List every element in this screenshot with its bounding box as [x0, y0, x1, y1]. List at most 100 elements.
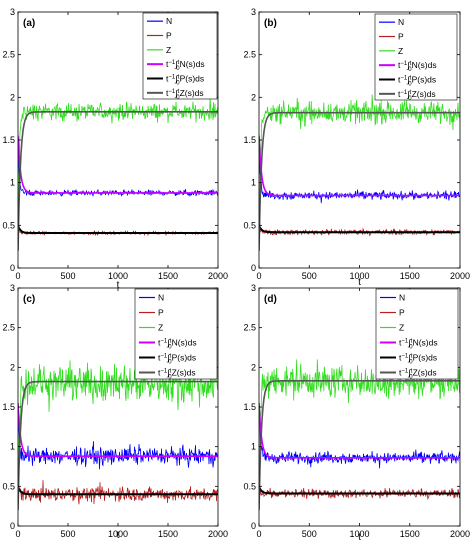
series-mean-z-line — [259, 380, 460, 511]
plot-area — [18, 345, 218, 511]
y-tick-label: 3 — [251, 7, 256, 17]
x-tick-label: 0 — [15, 271, 20, 281]
panel-d: 0 0.5 1 1.5 2 2.5 3 0 500 1000 1500 2000 t (d) NPZt−1∫… — [243, 283, 470, 543]
x-tick-label: 2000 — [450, 271, 470, 281]
y-tick-label: 3 — [251, 283, 256, 293]
y-tick-label: 0.5 — [2, 481, 15, 491]
legend-label: N — [398, 17, 404, 27]
legend-label: Z — [158, 323, 163, 333]
panel-c: 0 0.5 1 1.5 2 2.5 3 0 500 1000 1500 2000 t (c) NPZt−1∫… — [2, 283, 228, 541]
y-tick-label: 0.5 — [243, 220, 256, 230]
x-tick-label: 1000 — [108, 271, 128, 281]
x-tick-label: 500 — [302, 529, 317, 539]
y-tick-label: 3 — [10, 7, 15, 17]
legend-label: t−1∫t 0N(s)ds — [399, 338, 438, 351]
legend-label: P — [399, 308, 405, 318]
series-mean-p-line — [259, 485, 460, 495]
series-mean-n-line — [18, 135, 218, 194]
series-mean-n-line — [18, 402, 218, 457]
x-tick-label: 1500 — [400, 271, 420, 281]
y-tick-label: 0 — [10, 263, 15, 273]
plot-area — [259, 94, 460, 251]
panel-label: (b) — [264, 18, 277, 29]
y-tick-label: 2.5 — [243, 50, 256, 60]
series-z-line — [18, 345, 218, 511]
x-axis-label: t — [117, 280, 120, 291]
y-tick-label: 2.5 — [2, 323, 15, 333]
series-mean-n-line — [259, 135, 460, 197]
panel-label: (a) — [23, 18, 35, 29]
legend-label: t−1∫t 0N(s)ds — [166, 59, 205, 72]
series-mean-z-line — [259, 111, 460, 251]
legend-box — [142, 12, 218, 100]
legend-label: t−1∫t 0N(s)ds — [158, 338, 197, 351]
y-tick-label: 1 — [10, 442, 15, 452]
legend-label: t−1∫t 0N(s)ds — [398, 60, 437, 73]
legend-label: P — [398, 32, 404, 42]
x-axis-label: t — [117, 530, 120, 541]
series-mean-n-line — [259, 402, 460, 459]
legend-label: t−1∫t 0Z(s)ds — [398, 89, 436, 102]
y-tick-label: 0.5 — [243, 481, 256, 491]
legend-label: t−1∫t 0P(s)ds — [399, 353, 437, 366]
series-p-line — [18, 480, 218, 505]
x-tick-label: 1500 — [400, 529, 420, 539]
y-tick-label: 2.5 — [243, 323, 256, 333]
series-mean-z-line — [18, 111, 218, 251]
x-tick-label: 500 — [60, 529, 75, 539]
y-tick-label: 2.5 — [2, 50, 15, 60]
y-tick-label: 1 — [10, 178, 15, 188]
x-tick-label: 1000 — [349, 529, 369, 539]
legend-label: Z — [399, 323, 404, 333]
legend-box — [374, 13, 458, 101]
legend-label: P — [166, 31, 172, 41]
legend-label: Z — [166, 45, 171, 55]
plot-area — [18, 97, 218, 251]
legend-label: t−1∫t 0P(s)ds — [166, 74, 204, 87]
y-tick-label: 1 — [251, 442, 256, 452]
x-tick-label: 1000 — [108, 529, 128, 539]
legend-label: N — [158, 293, 164, 303]
legend-label: t−1∫t 0P(s)ds — [398, 75, 436, 88]
y-tick-label: 1.5 — [2, 135, 15, 145]
legend-label: P — [158, 308, 164, 318]
y-tick-label: 2 — [10, 92, 15, 102]
y-tick-label: 3 — [10, 283, 15, 293]
legend-label: t−1∫t 0Z(s)ds — [399, 368, 437, 381]
plot-area — [259, 357, 460, 511]
series-n-line — [259, 135, 460, 204]
legend-label: t−1∫t 0P(s)ds — [158, 353, 196, 366]
series-mean-p-line — [259, 224, 460, 234]
series-mean-p-line — [18, 224, 218, 234]
series-n-line — [18, 402, 218, 470]
x-tick-label: 2000 — [208, 529, 228, 539]
series-mean-z-line — [18, 380, 218, 511]
legend-label: N — [166, 16, 172, 26]
x-tick-label: 0 — [256, 529, 261, 539]
legend-box — [134, 288, 218, 380]
y-tick-label: 1 — [251, 178, 256, 188]
panel-label: (c) — [23, 294, 35, 305]
series-p-line — [259, 225, 460, 237]
legend-label: t−1∫t 0Z(s)ds — [166, 88, 204, 101]
y-tick-label: 0.5 — [2, 220, 15, 230]
x-tick-label: 2000 — [450, 529, 470, 539]
y-tick-label: 0 — [251, 521, 256, 531]
legend-label: Z — [398, 46, 403, 56]
x-tick-label: 1500 — [158, 529, 178, 539]
x-axis-label: t — [358, 277, 361, 288]
y-tick-label: 1.5 — [2, 402, 15, 412]
y-tick-label: 1.5 — [243, 402, 256, 412]
legend-label: t−1∫t 0Z(s)ds — [158, 368, 196, 381]
panel-b: 0 0.5 1 1.5 2 2.5 3 0 500 1000 1500 2000 t (b) NPZt−1∫… — [243, 7, 470, 288]
x-tick-label: 1500 — [158, 271, 178, 281]
y-tick-label: 2 — [10, 362, 15, 372]
x-tick-label: 1000 — [349, 271, 369, 281]
y-tick-label: 2 — [251, 362, 256, 372]
